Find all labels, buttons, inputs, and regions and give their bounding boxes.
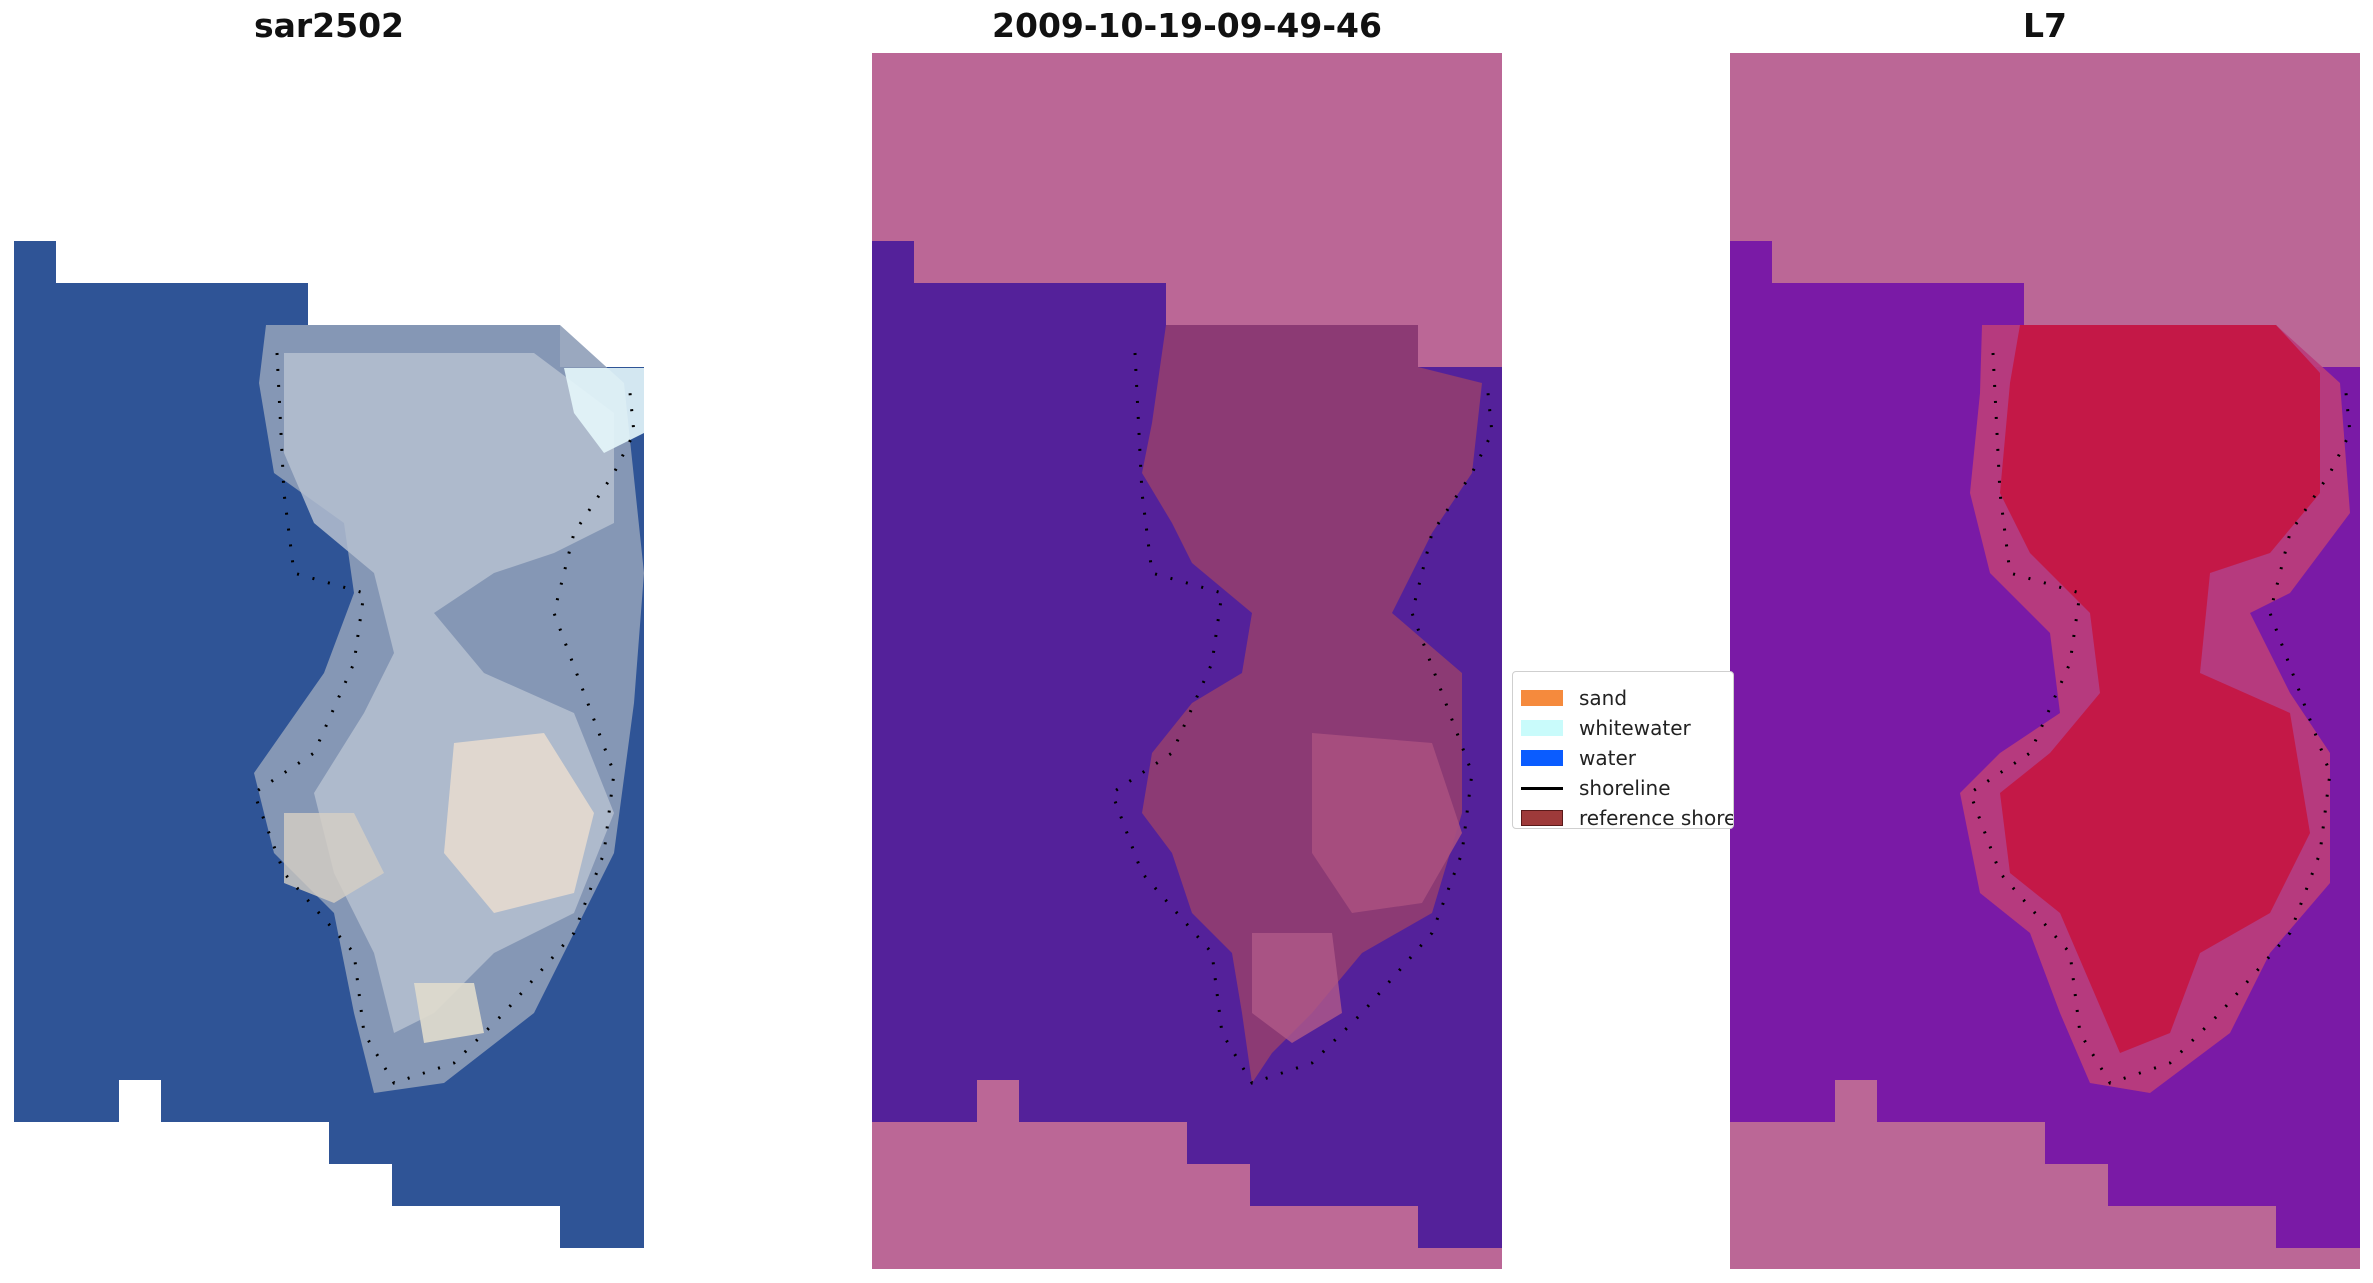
rgb-image-panel [14, 241, 644, 1248]
whitewater-swatch [1521, 720, 1563, 736]
reference-shoreline-swatch [1521, 810, 1563, 826]
legend-label: reference shoreline [1579, 806, 1733, 829]
classified-image-panel [872, 53, 1502, 1269]
panel-title-index: L7 [2023, 6, 2067, 45]
legend-label: water [1579, 746, 1636, 770]
legend-label: whitewater [1579, 716, 1691, 740]
sand-swatch [1521, 690, 1563, 706]
classified-image [872, 53, 1502, 1269]
legend-item-water: water [1521, 746, 1636, 770]
shoreline-line [1968, 352, 2352, 1085]
water-swatch [1521, 750, 1563, 766]
shoreline-line [1110, 352, 1494, 1085]
legend-item-shoreline: shoreline [1521, 776, 1671, 800]
legend-label: sand [1579, 686, 1628, 710]
legend-item-sand: sand [1521, 686, 1627, 710]
legend: sand whitewater water shoreline referenc… [1512, 671, 1734, 829]
legend-item-reference-shoreline: reference shoreline [1521, 806, 1733, 829]
index-image-panel [1730, 53, 2360, 1269]
index-image [1730, 53, 2360, 1269]
shoreline-swatch [1521, 786, 1563, 790]
panel-title-classified: 2009-10-19-09-49-46 [992, 6, 1382, 45]
panel-title-rgb: sar2502 [253, 6, 405, 45]
legend-item-whitewater: whitewater [1521, 716, 1691, 740]
legend-label: shoreline [1579, 776, 1671, 800]
rgb-image [14, 241, 644, 1248]
shoreline-line [252, 352, 636, 1085]
